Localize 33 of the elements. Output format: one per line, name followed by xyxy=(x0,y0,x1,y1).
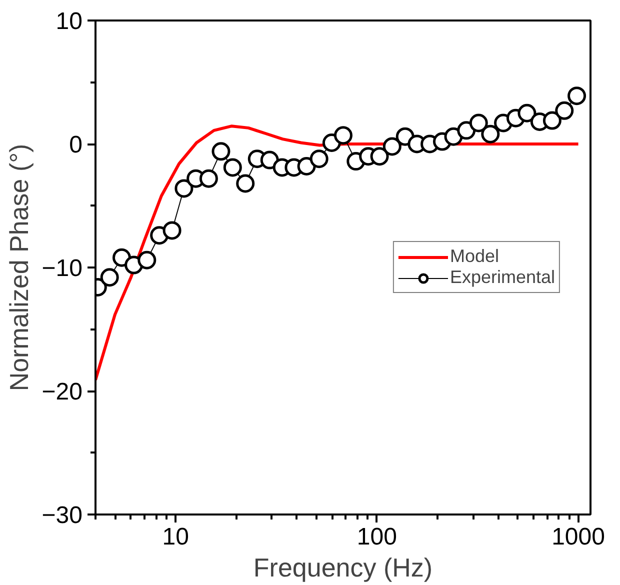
x-tick-label: 100 xyxy=(356,524,397,550)
point xyxy=(370,147,389,166)
point xyxy=(382,137,402,156)
point xyxy=(568,86,586,106)
point xyxy=(518,104,536,122)
y-tick-label: 10 xyxy=(56,8,83,35)
legend-label: Experimental xyxy=(450,267,555,288)
x-tick-label: 1000 xyxy=(552,524,605,550)
point xyxy=(100,268,119,287)
x-axis-title: Frequency (Hz) xyxy=(253,552,433,582)
point xyxy=(162,221,182,240)
point xyxy=(212,142,230,161)
y-tick-label: −30 xyxy=(42,502,83,529)
point xyxy=(469,114,488,132)
point xyxy=(555,101,574,120)
point xyxy=(236,174,255,193)
point xyxy=(334,126,352,145)
point xyxy=(199,169,218,188)
point xyxy=(138,250,156,270)
point xyxy=(481,124,500,144)
point xyxy=(260,150,279,170)
point xyxy=(174,179,194,198)
legend-label: Model xyxy=(450,246,499,267)
x-tick-label: 10 xyxy=(162,524,189,550)
point xyxy=(297,156,316,176)
y-tick-label: −10 xyxy=(42,255,83,282)
y-tick-label: 0 xyxy=(69,132,83,158)
y-axis-title: Normalized Phase (°) xyxy=(4,144,34,392)
point xyxy=(542,111,562,130)
point xyxy=(310,150,328,168)
y-tick-label: −20 xyxy=(42,378,83,406)
point xyxy=(223,158,242,177)
point xyxy=(457,121,476,140)
